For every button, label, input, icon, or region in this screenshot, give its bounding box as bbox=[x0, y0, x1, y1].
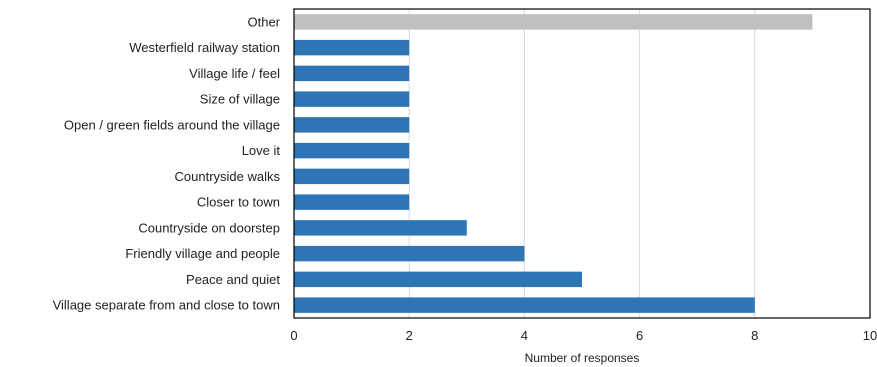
bar bbox=[294, 245, 525, 262]
category-label: Countryside on doorstep bbox=[138, 220, 280, 235]
bar bbox=[294, 142, 410, 159]
x-tick-label: 6 bbox=[636, 328, 643, 343]
category-label: Village life / feel bbox=[189, 66, 280, 81]
category-labels: Other Westerfield railway station Village … bbox=[53, 14, 281, 312]
x-tick-label: 2 bbox=[406, 328, 413, 343]
category-label: Other bbox=[247, 14, 280, 29]
category-label: Size of village bbox=[200, 92, 280, 107]
plot-frame bbox=[293, 8, 871, 319]
bar bbox=[294, 220, 467, 236]
bar bbox=[294, 271, 582, 288]
category-label: Open / green fields around the village bbox=[64, 117, 280, 132]
category-label: Countryside walks bbox=[175, 169, 281, 184]
bar bbox=[294, 194, 410, 210]
bar bbox=[294, 168, 410, 185]
x-tick-label: 4 bbox=[521, 328, 528, 343]
category-label: Westerfield railway station bbox=[129, 40, 280, 55]
bar bbox=[294, 14, 813, 30]
category-label: Village separate from and close to town bbox=[53, 298, 280, 313]
bar bbox=[294, 65, 410, 82]
category-label: Love it bbox=[242, 143, 281, 158]
x-axis-title: Number of responses bbox=[525, 351, 640, 365]
bars bbox=[294, 14, 813, 313]
bar bbox=[294, 117, 410, 133]
x-tick-label: 10 bbox=[863, 328, 877, 343]
x-tick-label: 0 bbox=[290, 328, 297, 343]
category-label: Peace and quiet bbox=[186, 272, 280, 287]
x-tick-label: 8 bbox=[751, 328, 758, 343]
gridlines bbox=[408, 9, 756, 318]
category-label: Friendly village and people bbox=[125, 246, 280, 261]
x-tick-labels: 0 2 4 6 8 10 bbox=[290, 328, 877, 343]
bar bbox=[294, 297, 755, 313]
bar bbox=[294, 91, 410, 107]
category-label: Closer to town bbox=[197, 195, 280, 210]
bar bbox=[294, 39, 410, 56]
